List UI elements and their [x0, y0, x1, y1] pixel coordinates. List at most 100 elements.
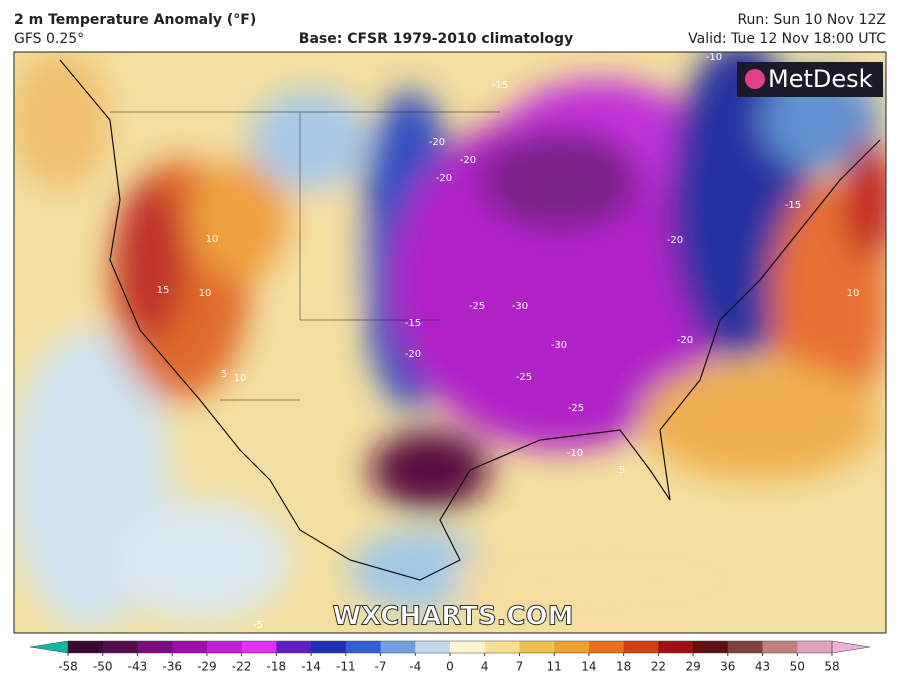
- colorbar-segment: [102, 641, 138, 653]
- colorbar-tick-label: -36: [162, 660, 182, 674]
- colorbar-tick-label: -29: [197, 660, 217, 674]
- colorbar-segment: [554, 641, 590, 653]
- colorbar-segment: [311, 641, 347, 653]
- colorbar-tick-label: -43: [128, 660, 148, 674]
- borders: [110, 111, 500, 401]
- contour-label: -20: [677, 335, 693, 346]
- contour-label: -25: [516, 372, 532, 383]
- colorbar-tick-label: 43: [755, 660, 770, 674]
- contour-labels: -15 -20 -20 -20 -20 -15 -25 -30 -30 -25 -25 -20 -15 -…: [157, 52, 860, 631]
- contour-label: 15: [157, 285, 170, 296]
- colorbar-segment: [484, 641, 520, 653]
- valid: Valid: Tue 12 Nov 18:00 UTC: [688, 31, 886, 47]
- colorbar: -58 -50 -43 -36 -29 -22 -18 -14 -11 -7 -4 0 4 7 11 14 18…: [29, 640, 871, 674]
- contour-label: 10: [234, 373, 247, 384]
- colorbar-segment: [415, 641, 451, 653]
- colorbar-segment: [172, 641, 208, 653]
- colorbar-tick-label: -7: [375, 660, 387, 674]
- contour-label: -20: [460, 155, 476, 166]
- contour-label: -20: [405, 349, 421, 360]
- colorbar-segment: [345, 641, 382, 653]
- contour-label: -10: [567, 448, 583, 459]
- colorbar-tick-label: 22: [651, 660, 666, 674]
- colorbar-tick-label: 0: [446, 660, 454, 674]
- colorbar-end: [831, 640, 871, 654]
- anomaly-blob: [14, 52, 110, 190]
- subtitle: GFS 0.25°: [14, 31, 84, 47]
- colorbar-tick-label: 36: [720, 660, 735, 674]
- anomaly-field: [14, 52, 886, 630]
- colorbar-segment: [206, 641, 243, 653]
- anomaly-blob: [370, 430, 490, 510]
- contour-label: -20: [667, 235, 683, 246]
- logo-icon: [745, 69, 765, 89]
- colorbar-segment: [380, 641, 416, 653]
- colorbar-segment: [276, 641, 312, 653]
- contour-label: -10: [706, 52, 722, 63]
- colorbar-tick-label: 11: [547, 660, 562, 674]
- colorbar-segment: [68, 641, 104, 653]
- colorbar-tick-label: -4: [409, 660, 421, 674]
- colorbar-tick-label: -58: [58, 660, 78, 674]
- colorbar-segment: [727, 641, 764, 653]
- anomaly-blob: [115, 180, 185, 340]
- run: Run: Sun 10 Nov 12Z: [737, 12, 886, 28]
- contour-label: 5: [221, 369, 227, 380]
- coastline: [59, 59, 881, 581]
- colorbar-segment: [762, 641, 798, 653]
- anomaly-blob: [480, 130, 640, 230]
- anomaly-blob: [110, 500, 290, 620]
- title: 2 m Temperature Anomaly (°F): [14, 12, 256, 28]
- colorbar-tick-label: -18: [267, 660, 287, 674]
- watermark: WXCHARTS.COM: [332, 602, 573, 632]
- colorbar-tick-label: 18: [616, 660, 631, 674]
- anomaly-blob: [390, 110, 730, 450]
- map-frame: [13, 51, 887, 634]
- colorbar-tick-label: 7: [516, 660, 524, 674]
- colorbar-tick-label: -22: [232, 660, 252, 674]
- anomaly-blob: [450, 540, 750, 620]
- colorbar-tick-label: -50: [93, 660, 113, 674]
- colorbar-segment: [588, 641, 625, 653]
- colorbar-tick-label: 4: [481, 660, 489, 674]
- logo: MetDesk: [768, 65, 873, 93]
- contour-label: -20: [436, 173, 452, 184]
- colorbar-tick-label: 58: [824, 660, 839, 674]
- contour-label: -5: [253, 620, 263, 631]
- anomaly-blob: [290, 200, 370, 320]
- contour-label: 10: [206, 234, 219, 245]
- contour-label: 5: [619, 465, 625, 476]
- contour-label: 10: [847, 288, 860, 299]
- colorbar-segment: [693, 641, 729, 653]
- colorbar-end: [29, 640, 69, 654]
- anomaly-blob: [845, 140, 886, 260]
- anomaly-blob: [640, 360, 880, 480]
- contour-label: 10: [199, 288, 212, 299]
- contour-label: -25: [568, 403, 584, 414]
- anomaly-blob: [190, 160, 290, 280]
- contour-label: -25: [469, 301, 485, 312]
- base: Base: CFSR 1979-2010 climatology: [299, 31, 573, 47]
- colorbar-segment: [450, 641, 486, 653]
- contour-label: -30: [551, 340, 567, 351]
- contour-label: -20: [429, 137, 445, 148]
- colorbar-segment: [623, 641, 659, 653]
- colorbar-tick-label: 14: [581, 660, 596, 674]
- map: -15 -20 -20 -20 -20 -15 -25 -30 -30 -25 -25 -20 -15 -…: [14, 52, 886, 633]
- contour-label: -30: [512, 301, 528, 312]
- colorbar-segment: [241, 641, 277, 653]
- colorbar-tick-label: -14: [301, 660, 321, 674]
- contour-label: -15: [785, 200, 801, 211]
- colorbar-tick-label: 50: [790, 660, 805, 674]
- colorbar-segment: [519, 641, 555, 653]
- colorbar-segment: [137, 641, 173, 653]
- colorbar-segment: [797, 641, 833, 653]
- contour-label: -15: [405, 318, 421, 329]
- contour-label: -15: [492, 80, 508, 91]
- colorbar-tick-label: 29: [685, 660, 700, 674]
- colorbar-segment: [658, 641, 694, 653]
- anomaly-blob: [250, 90, 370, 190]
- colorbar-tick-label: -11: [336, 660, 356, 674]
